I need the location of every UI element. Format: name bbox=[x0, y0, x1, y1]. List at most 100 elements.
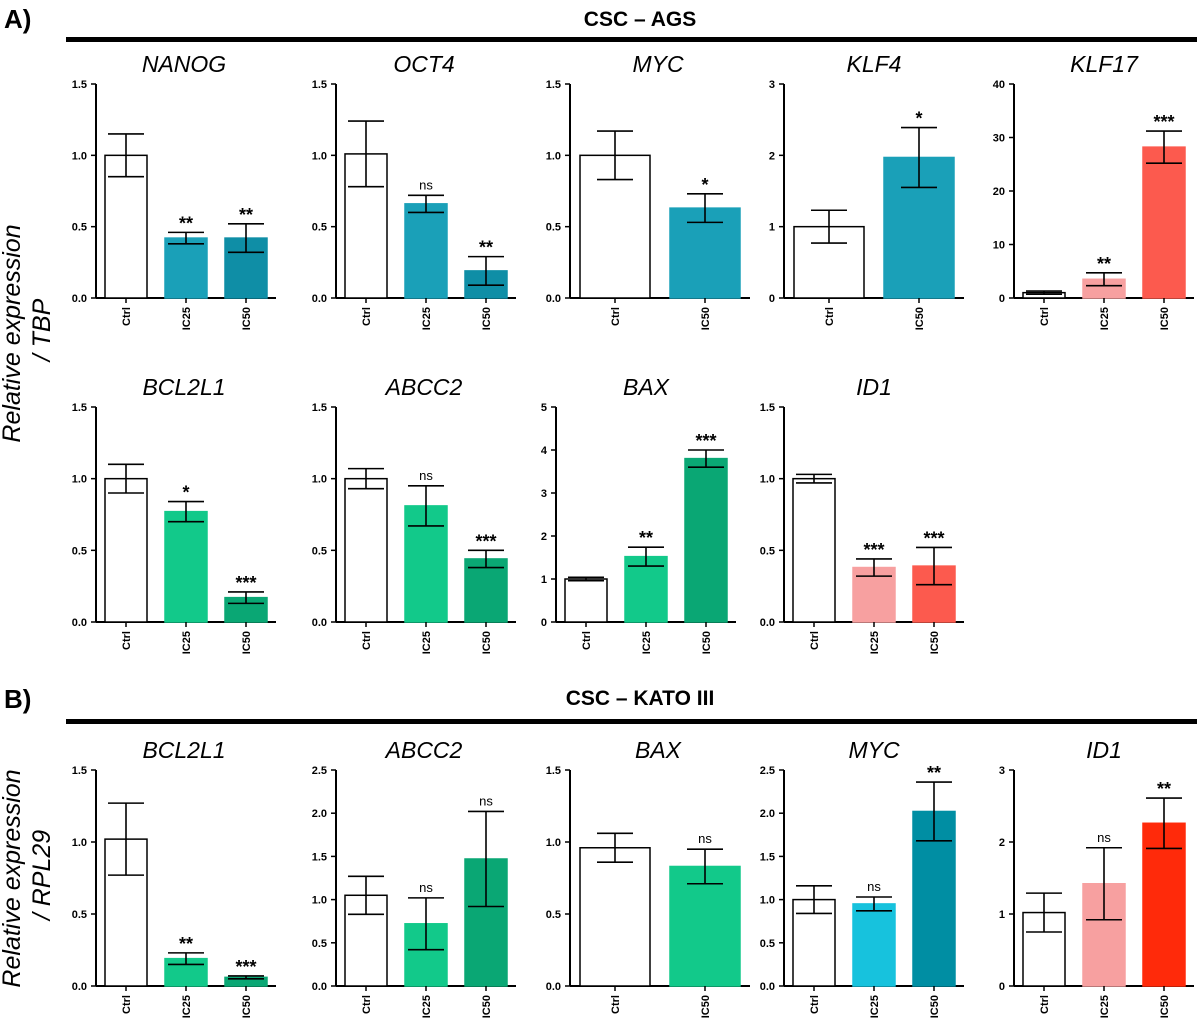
y-tick-label: 0.5 bbox=[312, 545, 327, 557]
x-tick-label: IC50 bbox=[1159, 995, 1171, 1018]
x-tick-label: IC50 bbox=[929, 631, 941, 654]
panel-b-divider bbox=[66, 719, 1197, 724]
bar-ctrl bbox=[344, 477, 388, 623]
chart-title: MYC bbox=[632, 51, 684, 77]
y-tick-label: 3 bbox=[769, 79, 775, 91]
y-tick-label: 0.5 bbox=[312, 222, 327, 234]
y-tick-label: 0.0 bbox=[312, 617, 327, 629]
x-tick-label: Ctrl bbox=[1039, 995, 1051, 1014]
chart-title: BCL2L1 bbox=[142, 374, 225, 400]
x-tick-label: IC25 bbox=[641, 631, 653, 654]
x-tick-label: Ctrl bbox=[1039, 307, 1051, 326]
x-tick-label: Ctrl bbox=[809, 631, 821, 650]
x-tick-label: IC50 bbox=[701, 631, 713, 654]
bar-ic50 bbox=[684, 457, 728, 623]
significance-label: ** bbox=[179, 934, 193, 954]
significance-label: *** bbox=[1153, 112, 1174, 132]
y-tick-label: 0.5 bbox=[72, 222, 87, 234]
y-tick-label: 1.0 bbox=[546, 150, 561, 162]
x-tick-label: Ctrl bbox=[361, 631, 373, 650]
y-tick-label: 3 bbox=[541, 488, 547, 500]
y-tick-label: 40 bbox=[993, 79, 1005, 91]
y-tick-label: 0.0 bbox=[72, 293, 87, 305]
significance-label: *** bbox=[235, 573, 256, 593]
panel-a-label: A) bbox=[4, 4, 31, 34]
y-tick-label: 1.0 bbox=[760, 895, 775, 907]
x-tick-label: IC50 bbox=[241, 995, 253, 1018]
y-tick-label: 0.5 bbox=[546, 222, 561, 234]
x-tick-label: IC25 bbox=[181, 995, 193, 1018]
significance-label: ns bbox=[479, 793, 493, 808]
significance-label: ** bbox=[927, 763, 941, 783]
x-tick-label: IC50 bbox=[914, 307, 926, 330]
y-tick-label: 2.0 bbox=[760, 808, 775, 820]
y-tick-label: 1.0 bbox=[546, 837, 561, 849]
y-tick-label: 1.0 bbox=[312, 895, 327, 907]
y-tick-label: 0.0 bbox=[546, 981, 561, 993]
x-tick-label: Ctrl bbox=[610, 995, 622, 1014]
x-tick-label: IC25 bbox=[869, 995, 881, 1018]
panel-a-divider bbox=[66, 37, 1197, 42]
chart-title: ID1 bbox=[856, 374, 892, 400]
y-tick-label: 1.5 bbox=[72, 765, 87, 777]
x-tick-label: IC25 bbox=[421, 995, 433, 1018]
significance-label: ns bbox=[419, 177, 433, 192]
bar-ic25 bbox=[852, 903, 896, 987]
panel-b-ylabel-line1: Relative expression bbox=[0, 769, 26, 987]
x-tick-label: IC50 bbox=[700, 995, 712, 1018]
y-tick-label: 1 bbox=[999, 909, 1005, 921]
bar-ic50 bbox=[1142, 146, 1186, 299]
y-tick-label: 0.0 bbox=[312, 981, 327, 993]
x-tick-label: IC25 bbox=[181, 631, 193, 654]
bar-ic25 bbox=[164, 237, 208, 299]
bar-ic25 bbox=[164, 510, 208, 623]
chart-a-nanog: NANOG 0.0 0.5 1.0 1.5 Ctrl ** IC25 ** IC50 bbox=[72, 51, 276, 330]
significance-label: *** bbox=[863, 540, 884, 560]
chart-title: BCL2L1 bbox=[142, 737, 225, 763]
y-tick-label: 30 bbox=[993, 133, 1005, 145]
panel-a-ylabel: Relative expression / TBP bbox=[0, 217, 56, 442]
y-tick-label: 1.5 bbox=[760, 402, 775, 414]
significance-label: ** bbox=[179, 213, 193, 233]
y-tick-label: 1 bbox=[541, 574, 547, 586]
significance-label: ** bbox=[239, 205, 253, 225]
x-tick-label: Ctrl bbox=[121, 307, 133, 326]
x-tick-label: IC50 bbox=[481, 995, 493, 1018]
y-tick-label: 4 bbox=[541, 445, 548, 457]
bar-ctrl bbox=[564, 578, 608, 623]
significance-label: *** bbox=[923, 528, 944, 548]
y-tick-label: 1.5 bbox=[72, 79, 87, 91]
y-tick-label: 1.0 bbox=[312, 474, 327, 486]
y-tick-label: 10 bbox=[993, 240, 1005, 252]
chart-title: NANOG bbox=[142, 51, 226, 77]
chart-b-abcc2: ABCC2 0.0 0.5 1.0 1.5 2.0 2.5 Ctrl ns IC25 ns IC50 bbox=[312, 737, 516, 1018]
significance-label: *** bbox=[235, 957, 256, 977]
panel-b-label: B) bbox=[4, 684, 31, 714]
x-tick-label: IC50 bbox=[929, 995, 941, 1018]
x-tick-label: IC25 bbox=[181, 307, 193, 330]
y-tick-label: 1.5 bbox=[312, 402, 327, 414]
y-tick-label: 5 bbox=[541, 402, 547, 414]
x-tick-label: IC25 bbox=[421, 307, 433, 330]
chart-title: OCT4 bbox=[393, 51, 454, 77]
y-tick-label: 0.5 bbox=[760, 545, 775, 557]
x-tick-label: IC50 bbox=[700, 307, 712, 330]
chart-title: ABCC2 bbox=[384, 737, 463, 763]
significance-label: ** bbox=[1097, 254, 1111, 274]
bar-ctrl bbox=[579, 847, 651, 987]
chart-title: KLF17 bbox=[1070, 51, 1139, 77]
y-tick-label: 0.5 bbox=[72, 545, 87, 557]
chart-title: MYC bbox=[848, 737, 900, 763]
chart-a-oct4: OCT4 0.0 0.5 1.0 1.5 Ctrl ns IC25 ** IC50 bbox=[312, 51, 516, 330]
panel-b-ylabel-line2: / RPL29 bbox=[28, 830, 56, 922]
chart-title: ABCC2 bbox=[384, 374, 463, 400]
y-tick-label: 0.0 bbox=[760, 617, 775, 629]
significance-label: ns bbox=[419, 468, 433, 483]
y-tick-label: 0.0 bbox=[312, 293, 327, 305]
y-tick-label: 1.5 bbox=[546, 765, 561, 777]
x-tick-label: IC25 bbox=[421, 631, 433, 654]
y-tick-label: 1.0 bbox=[72, 150, 87, 162]
panel-a-title: CSC – AGS bbox=[584, 8, 696, 31]
bar-ctrl bbox=[792, 477, 836, 623]
